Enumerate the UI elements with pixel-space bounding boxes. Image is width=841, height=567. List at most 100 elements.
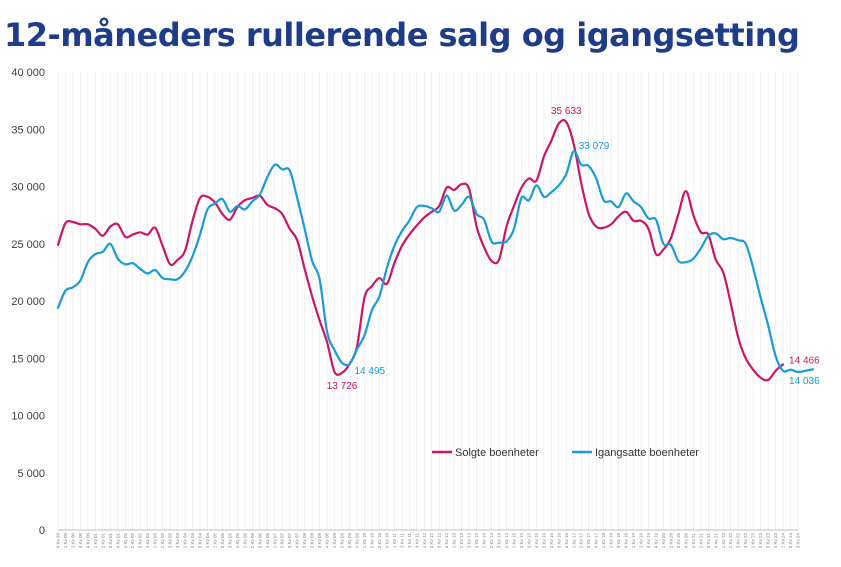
- x-tick-label: 2 Kv 23: [758, 533, 763, 549]
- x-tick-label: 2 Kv 24: [788, 533, 793, 549]
- x-tick-label: 3 Kv 00: [78, 533, 83, 549]
- x-tick-label: 1 Kv 11: [392, 533, 397, 548]
- x-tick-label: 3 Kv 13: [467, 533, 472, 549]
- x-tick-label: 1 Kv 14: [482, 533, 487, 549]
- x-tick-label: 2 Kv 18: [609, 533, 614, 549]
- x-tick-label: 4 Kv 03: [175, 533, 180, 549]
- x-tick-label: 2 Kv 05: [220, 533, 225, 549]
- x-tick-label: 3 Kv 11: [407, 533, 412, 548]
- x-tick-label: 4 Kv 14: [504, 533, 509, 549]
- x-tick-label: 3 Kv 09: [347, 533, 352, 549]
- x-tick-label: 2 Kv 12: [429, 533, 434, 549]
- x-tick-label: 1 Kv 05: [212, 533, 217, 549]
- x-tick-label: 3 Kv 08: [317, 533, 322, 549]
- x-tick-label: 2 Kv 04: [190, 533, 195, 549]
- x-tick-label: 3 Kv 22: [736, 533, 741, 549]
- x-tick-label: 1 Kv 09: [332, 533, 337, 549]
- x-tick-label: 3 Kv 17: [586, 533, 591, 549]
- x-tick-label: 4 Kv 21: [713, 533, 718, 549]
- y-tick-label: 30 000: [11, 182, 45, 194]
- x-tick-label: 1 Kv 04: [183, 533, 188, 549]
- x-tick-label: 3 Kv 21: [706, 533, 711, 549]
- y-tick-label: 0: [39, 525, 45, 537]
- legend-label-solgte: Solgte boenheter: [455, 447, 539, 459]
- x-tick-label: 4 Kv 09: [354, 533, 359, 549]
- series-lines: [56, 119, 815, 382]
- data-label: 33 079: [579, 141, 610, 152]
- x-tick-label: 2 Kv 00: [70, 533, 75, 549]
- x-tick-label: 2 Kv 13: [459, 533, 464, 549]
- x-tick-label: 4 Kv 18: [624, 533, 629, 549]
- x-tick-label: 4 Kv 22: [743, 533, 748, 549]
- x-tick-label: 3 Kv 24: [796, 533, 801, 549]
- y-tick-label: 5 000: [17, 468, 45, 480]
- grid-lines: [57, 72, 799, 531]
- series-line-solgte: [56, 119, 785, 382]
- x-tick-label: 2 Kv 09: [340, 533, 345, 549]
- x-tick-label: 2 Kv 21: [698, 533, 703, 549]
- x-tick-label: 2 Kv 20: [668, 533, 673, 549]
- x-tick-label: 2 Kv 10: [369, 533, 374, 549]
- x-tick-label: 4 Kv 23: [773, 533, 778, 549]
- x-tick-label: 2 Kv 06: [250, 533, 255, 549]
- y-axis-ticks: 0 5 000 10 000 15 000 20 000 25 000 30 000 35 0…: [11, 67, 45, 537]
- x-tick-label: 4 Kv 08: [325, 533, 330, 549]
- y-tick-label: 40 000: [11, 67, 45, 79]
- x-tick-label: 2 Kv 19: [639, 533, 644, 549]
- y-tick-label: 25 000: [11, 239, 45, 251]
- x-tick-label: 2 Kv 14: [489, 533, 494, 549]
- x-tick-label: 3 Kv 18: [616, 533, 621, 549]
- x-tick-label: 1 Kv 17: [571, 533, 576, 549]
- x-tick-label: 1 Kv 08: [302, 533, 307, 549]
- x-tick-label: 1 Kv 20: [661, 533, 666, 549]
- x-tick-label: 1 Kv 06: [242, 533, 247, 549]
- x-tick-label: 4 Kv 17: [594, 533, 599, 549]
- x-tick-label: 4 Kv 12: [444, 533, 449, 549]
- x-tick-label: 3 Kv 16: [556, 533, 561, 549]
- x-tick-label: 3 Kv 05: [227, 533, 232, 549]
- x-tick-label: 1 Kv 24: [781, 533, 786, 549]
- x-tick-label: 3 Kv 19: [646, 533, 651, 549]
- legend-label-igangsatte: Igangsatte boenheter: [595, 447, 699, 459]
- x-tick-label: 1 Kv 00: [63, 533, 68, 549]
- x-tick-label: 4 Kv 11: [414, 533, 419, 548]
- x-tick-label: 1 Kv 23: [751, 533, 756, 549]
- x-tick-label: 2 Kv 02: [130, 533, 135, 549]
- series-line-igangsatte: [56, 150, 815, 374]
- x-tick-label: 2 Kv 16: [549, 533, 554, 549]
- x-tick-label: 4 Kv 99: [56, 533, 61, 549]
- x-tick-label: 3 Kv 23: [766, 533, 771, 549]
- x-tick-label: 3 Kv 12: [437, 533, 442, 549]
- x-tick-label: 3 Kv 15: [526, 533, 531, 549]
- x-tick-label: 2 Kv 22: [728, 533, 733, 549]
- y-tick-label: 10 000: [11, 411, 45, 423]
- x-tick-label: 1 Kv 12: [422, 533, 427, 549]
- x-tick-label: 1 Kv 19: [631, 533, 636, 549]
- x-tick-label: 2 Kv 11: [399, 533, 404, 548]
- x-tick-label: 3 Kv 06: [257, 533, 262, 549]
- x-tick-label: 4 Kv 04: [205, 533, 210, 549]
- x-tick-label: 2 Kv 03: [160, 533, 165, 549]
- x-tick-label: 1 Kv 21: [691, 533, 696, 549]
- x-tick-label: 4 Kv 02: [145, 533, 150, 549]
- x-tick-label: 3 Kv 01: [108, 533, 113, 549]
- legend: Solgte boenheter Igangsatte boenheter: [432, 447, 699, 459]
- x-tick-label: 4 Kv 15: [534, 533, 539, 549]
- x-tick-label: 4 Kv 19: [653, 533, 658, 549]
- x-tick-label: 1 Kv 18: [601, 533, 606, 549]
- x-tick-label: 4 Kv 07: [295, 533, 300, 549]
- data-label: 13 726: [327, 381, 358, 392]
- x-tick-label: 4 Kv 10: [384, 533, 389, 549]
- data-label: 35 633: [551, 106, 582, 117]
- page-title: 12-måneders rullerende salg og igangsett…: [4, 16, 800, 54]
- x-tick-label: 2 Kv 15: [519, 533, 524, 549]
- x-tick-label: 3 Kv 20: [676, 533, 681, 549]
- y-tick-label: 35 000: [11, 124, 45, 136]
- x-tick-label: 4 Kv 06: [265, 533, 270, 549]
- x-tick-label: 3 Kv 02: [138, 533, 143, 549]
- x-tick-label: 1 Kv 01: [93, 533, 98, 549]
- x-tick-label: 3 Kv 07: [287, 533, 292, 549]
- x-tick-label: 1 Kv 07: [272, 533, 277, 549]
- x-tick-label: 4 Kv 05: [235, 533, 240, 549]
